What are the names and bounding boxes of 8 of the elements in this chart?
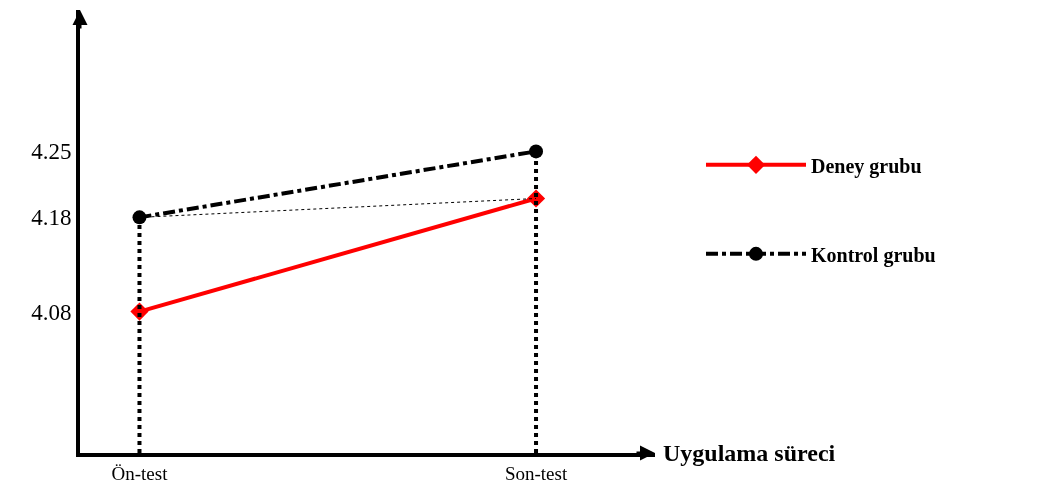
legend-label: Deney grubu [811,154,922,178]
y-tick-label: 4.25 [31,139,72,165]
legend-label: Kontrol grubu [811,243,936,267]
x-tick-label: Son-test [504,462,568,484]
x-tick-label: Ön-test [111,462,169,484]
y-tick-label: 4.18 [31,205,72,231]
y-tick-label: 4.08 [31,299,72,325]
x-axis-title: Uygulama süreci [663,440,836,466]
